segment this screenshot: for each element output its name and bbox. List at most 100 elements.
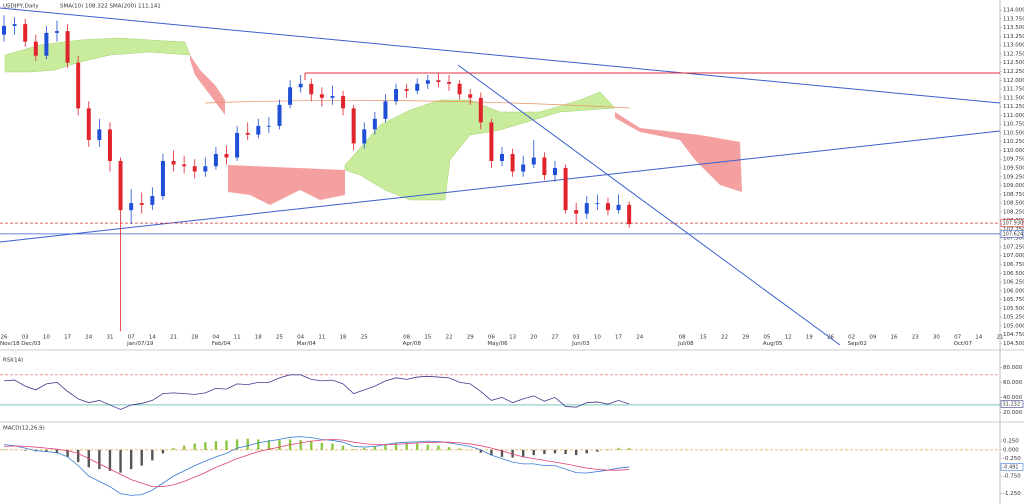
x-tick-label: 11 [234,335,241,341]
candle-body [404,89,409,91]
candle-body [552,168,557,176]
candle-body [76,62,81,109]
y-tick-label: 106.250 [1003,280,1024,286]
macd-line [3,436,630,496]
y-tick-label: 109.250 [1003,174,1024,180]
histogram-bar [458,448,461,450]
y-tick-label: 111.500 [1003,95,1024,101]
y-tick-label: 107.250 [1003,244,1024,250]
histogram-bar [521,449,525,457]
candle-body [372,118,377,130]
x-tick-label: 07 [954,335,961,341]
y-tick-label: 107.500 [1003,236,1024,242]
y-tick-label: 20.000 [1003,410,1023,416]
histogram-bar [363,448,366,450]
histogram-bar [447,447,451,450]
y-tick-label: 111.750 [1003,87,1024,93]
candle-body [288,87,293,105]
x-tick-label: 21 [170,335,177,341]
x-tick-label: 29 [467,335,474,341]
candle-body [489,122,494,161]
x-tick-label: 10 [43,335,50,341]
x-tick-label: 08 [679,335,686,341]
histogram-bar [2,449,6,450]
y-tick-label: 112.500 [1003,60,1024,66]
x-month-label: Oct/07 [954,341,973,347]
candle-body [65,31,70,63]
value-box [1000,400,1024,408]
candle-body [107,129,112,161]
candle-body [330,96,335,98]
candle-body [510,153,515,172]
candle-body [54,31,59,33]
x-tick-label: 11 [318,335,325,341]
histogram-bar [500,449,504,457]
histogram-bar [553,449,557,454]
candle-body [362,129,367,144]
candle-body [33,41,38,56]
x-tick-label: 24 [636,335,643,341]
histogram-bar [310,441,313,450]
histogram-bar [331,443,334,450]
candle-body [12,24,17,26]
y-tick-label: 105.750 [1003,297,1024,303]
cloud [4,37,191,73]
x-tick-label: 26 [827,335,834,341]
histogram-bar [267,440,271,450]
y-tick-label: 111.000 [1003,113,1024,119]
histogram-bar [585,449,588,454]
price-box-label: 107.624 [1003,231,1024,237]
histogram-bar [55,449,59,454]
price-box [1000,230,1024,238]
candle-body [584,203,589,214]
y-tick-label: 105.000 [1003,323,1024,329]
candle-body [574,210,579,214]
y-tick-label: 106.750 [1003,262,1024,268]
y-tick-label: 107.750 [1003,227,1024,233]
candle-body [627,204,632,225]
candle-body [500,153,504,161]
candle-body [341,96,346,109]
histogram-bar [66,449,69,457]
histogram-bar [98,449,101,470]
candle-body [468,94,473,98]
candle-body [309,83,314,95]
histogram-bar [278,440,281,450]
histogram-bar [129,449,133,470]
histogram-bar [479,449,483,453]
x-tick-label: 22 [446,335,453,341]
y-tick-label: 108.750 [1003,192,1024,198]
x-month-label: Jun/03 [571,341,590,347]
histogram-bar [320,442,324,450]
cloud [344,91,616,201]
histogram-bar [204,442,207,450]
candle-body [478,97,483,123]
candle-body [531,157,536,165]
candle-body [351,108,356,144]
histogram-bar [426,444,430,450]
y-tick-label: 108.250 [1003,209,1024,215]
candle-body [383,101,388,119]
candle-body [97,129,102,140]
candle-body [616,204,621,211]
value-box [1000,463,1024,471]
trend-line [0,130,1001,243]
histogram-bar [564,449,567,455]
x-tick-label: 20 [530,335,537,341]
histogram-bar [119,449,122,473]
histogram-bar [151,449,154,461]
x-tick-label: 19 [806,335,813,341]
candle-body [171,160,176,165]
candle-body [425,80,430,84]
histogram-bar [45,449,48,452]
histogram-bar [574,449,578,456]
panel-title: USDJPY,Daily [3,4,39,10]
x-tick-label: 04 [297,335,304,341]
candle-body [542,157,547,176]
histogram-bar [161,449,165,454]
histogram-bar [341,445,345,450]
x-month-label: Jan/07/19 [126,341,154,347]
x-tick-label: 05 [763,335,770,341]
x-tick-label: 09 [869,335,876,341]
